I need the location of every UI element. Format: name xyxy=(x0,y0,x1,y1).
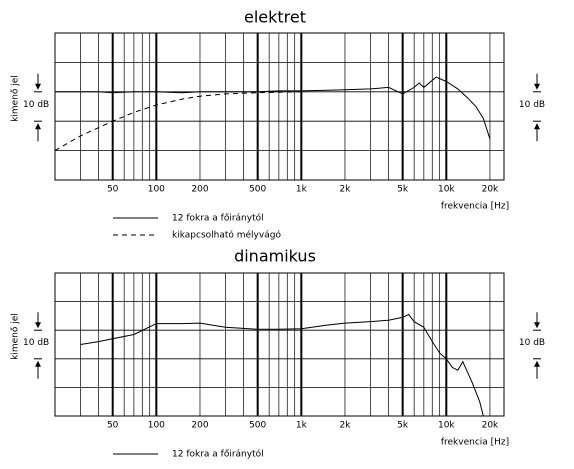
y-axis-label: kimenő jel xyxy=(11,313,21,360)
arrow-head xyxy=(35,322,41,329)
series-line xyxy=(55,76,491,139)
legend-label: 12 fokra a főiránytól xyxy=(172,213,264,224)
x-tick-label: 1k xyxy=(296,185,308,195)
arrow-head xyxy=(35,360,41,367)
arrow-head xyxy=(534,322,540,329)
legend-label: kikapcsolható mélyvágó xyxy=(172,230,281,241)
scale-label: 10 dB xyxy=(519,338,545,348)
x-tick-label: 10k xyxy=(438,421,455,431)
x-tick-label: 200 xyxy=(191,185,208,195)
x-tick-label: 500 xyxy=(249,185,266,195)
x-tick-label: 200 xyxy=(191,421,208,431)
x-tick-label: 5k xyxy=(397,421,409,431)
arrow-head xyxy=(534,123,540,130)
x-tick-label: 20k xyxy=(482,421,499,431)
x-tick-label: 100 xyxy=(148,421,165,431)
plot-frame xyxy=(54,272,505,417)
series-line xyxy=(54,91,302,152)
x-axis-label: frekvencia [Hz] xyxy=(441,202,509,212)
chart-title: dinamikus xyxy=(234,247,316,266)
plot-frame xyxy=(54,32,505,181)
scale-label: 10 dB xyxy=(519,100,545,110)
chart-title: elektret xyxy=(244,8,306,27)
arrow-head xyxy=(35,83,41,90)
x-tick-label: 1k xyxy=(296,421,308,431)
arrow-head xyxy=(534,83,540,90)
x-tick-label: 20k xyxy=(482,185,499,195)
x-tick-label: 50 xyxy=(107,185,119,195)
scale-label: 10 dB xyxy=(23,100,49,110)
x-axis-label: frekvencia [Hz] xyxy=(441,438,509,448)
x-tick-label: 2k xyxy=(339,421,351,431)
x-tick-label: 10k xyxy=(438,185,455,195)
legend-label: 12 fokra a főiránytól xyxy=(172,449,264,460)
arrow-head xyxy=(35,123,41,130)
x-tick-label: 500 xyxy=(249,421,266,431)
x-tick-label: 5k xyxy=(397,185,409,195)
series-line xyxy=(80,313,484,417)
arrow-head xyxy=(534,360,540,367)
x-tick-label: 50 xyxy=(107,421,119,431)
x-tick-label: 100 xyxy=(148,185,165,195)
scale-label: 10 dB xyxy=(23,338,49,348)
x-tick-label: 2k xyxy=(339,185,351,195)
y-axis-label: kimenő jel xyxy=(11,75,21,122)
